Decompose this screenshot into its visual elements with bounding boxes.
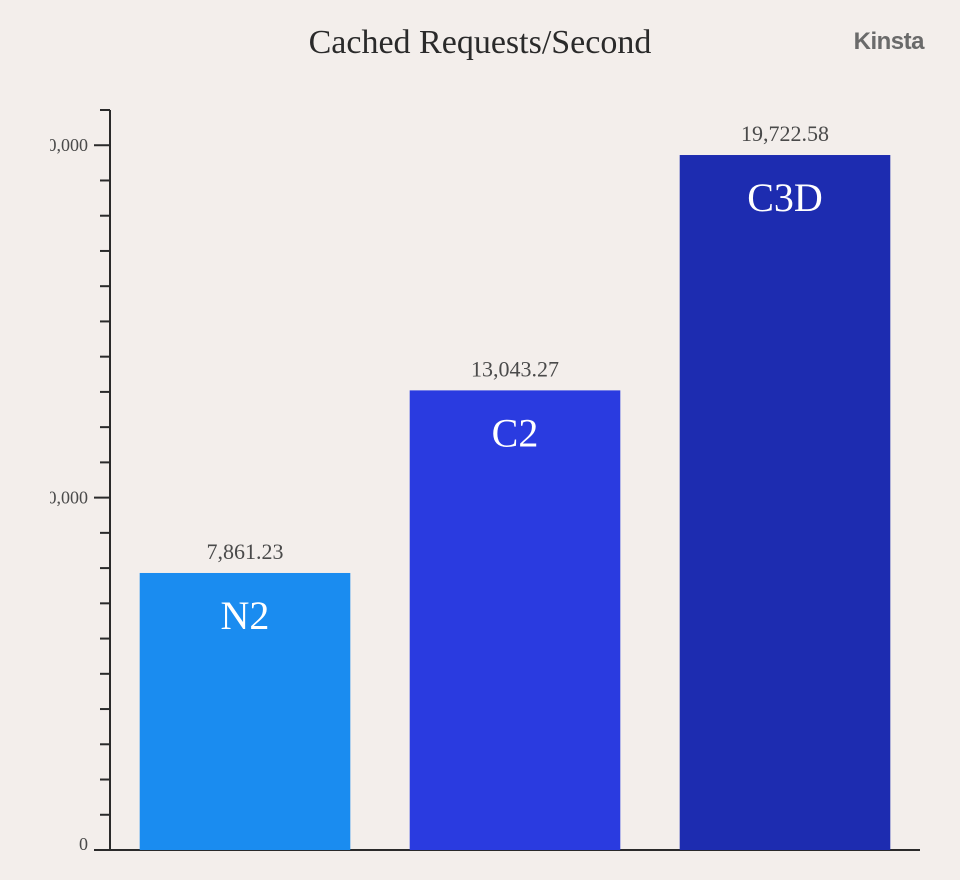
bar-name-label: N2 <box>221 593 270 638</box>
bar-value-label: 7,861.23 <box>207 539 284 564</box>
y-tick-label: 0 <box>79 834 88 854</box>
bar <box>410 390 621 850</box>
y-tick-label: 20,000 <box>50 135 88 155</box>
bar-chart: 0 10,000 20,000 7,861.23 N2 13,043.27 C2 19,72… <box>50 100 930 860</box>
bar-name-label: C2 <box>492 410 539 455</box>
bar-value-label: 19,722.58 <box>741 121 829 146</box>
y-tick-label: 10,000 <box>50 488 88 508</box>
bar-name-label: C3D <box>747 175 823 220</box>
bar-value-label: 13,043.27 <box>471 356 559 381</box>
brand-logo: Kinsta <box>854 28 924 56</box>
chart-title: Cached Requests/Second <box>0 24 960 62</box>
bar <box>680 155 891 850</box>
